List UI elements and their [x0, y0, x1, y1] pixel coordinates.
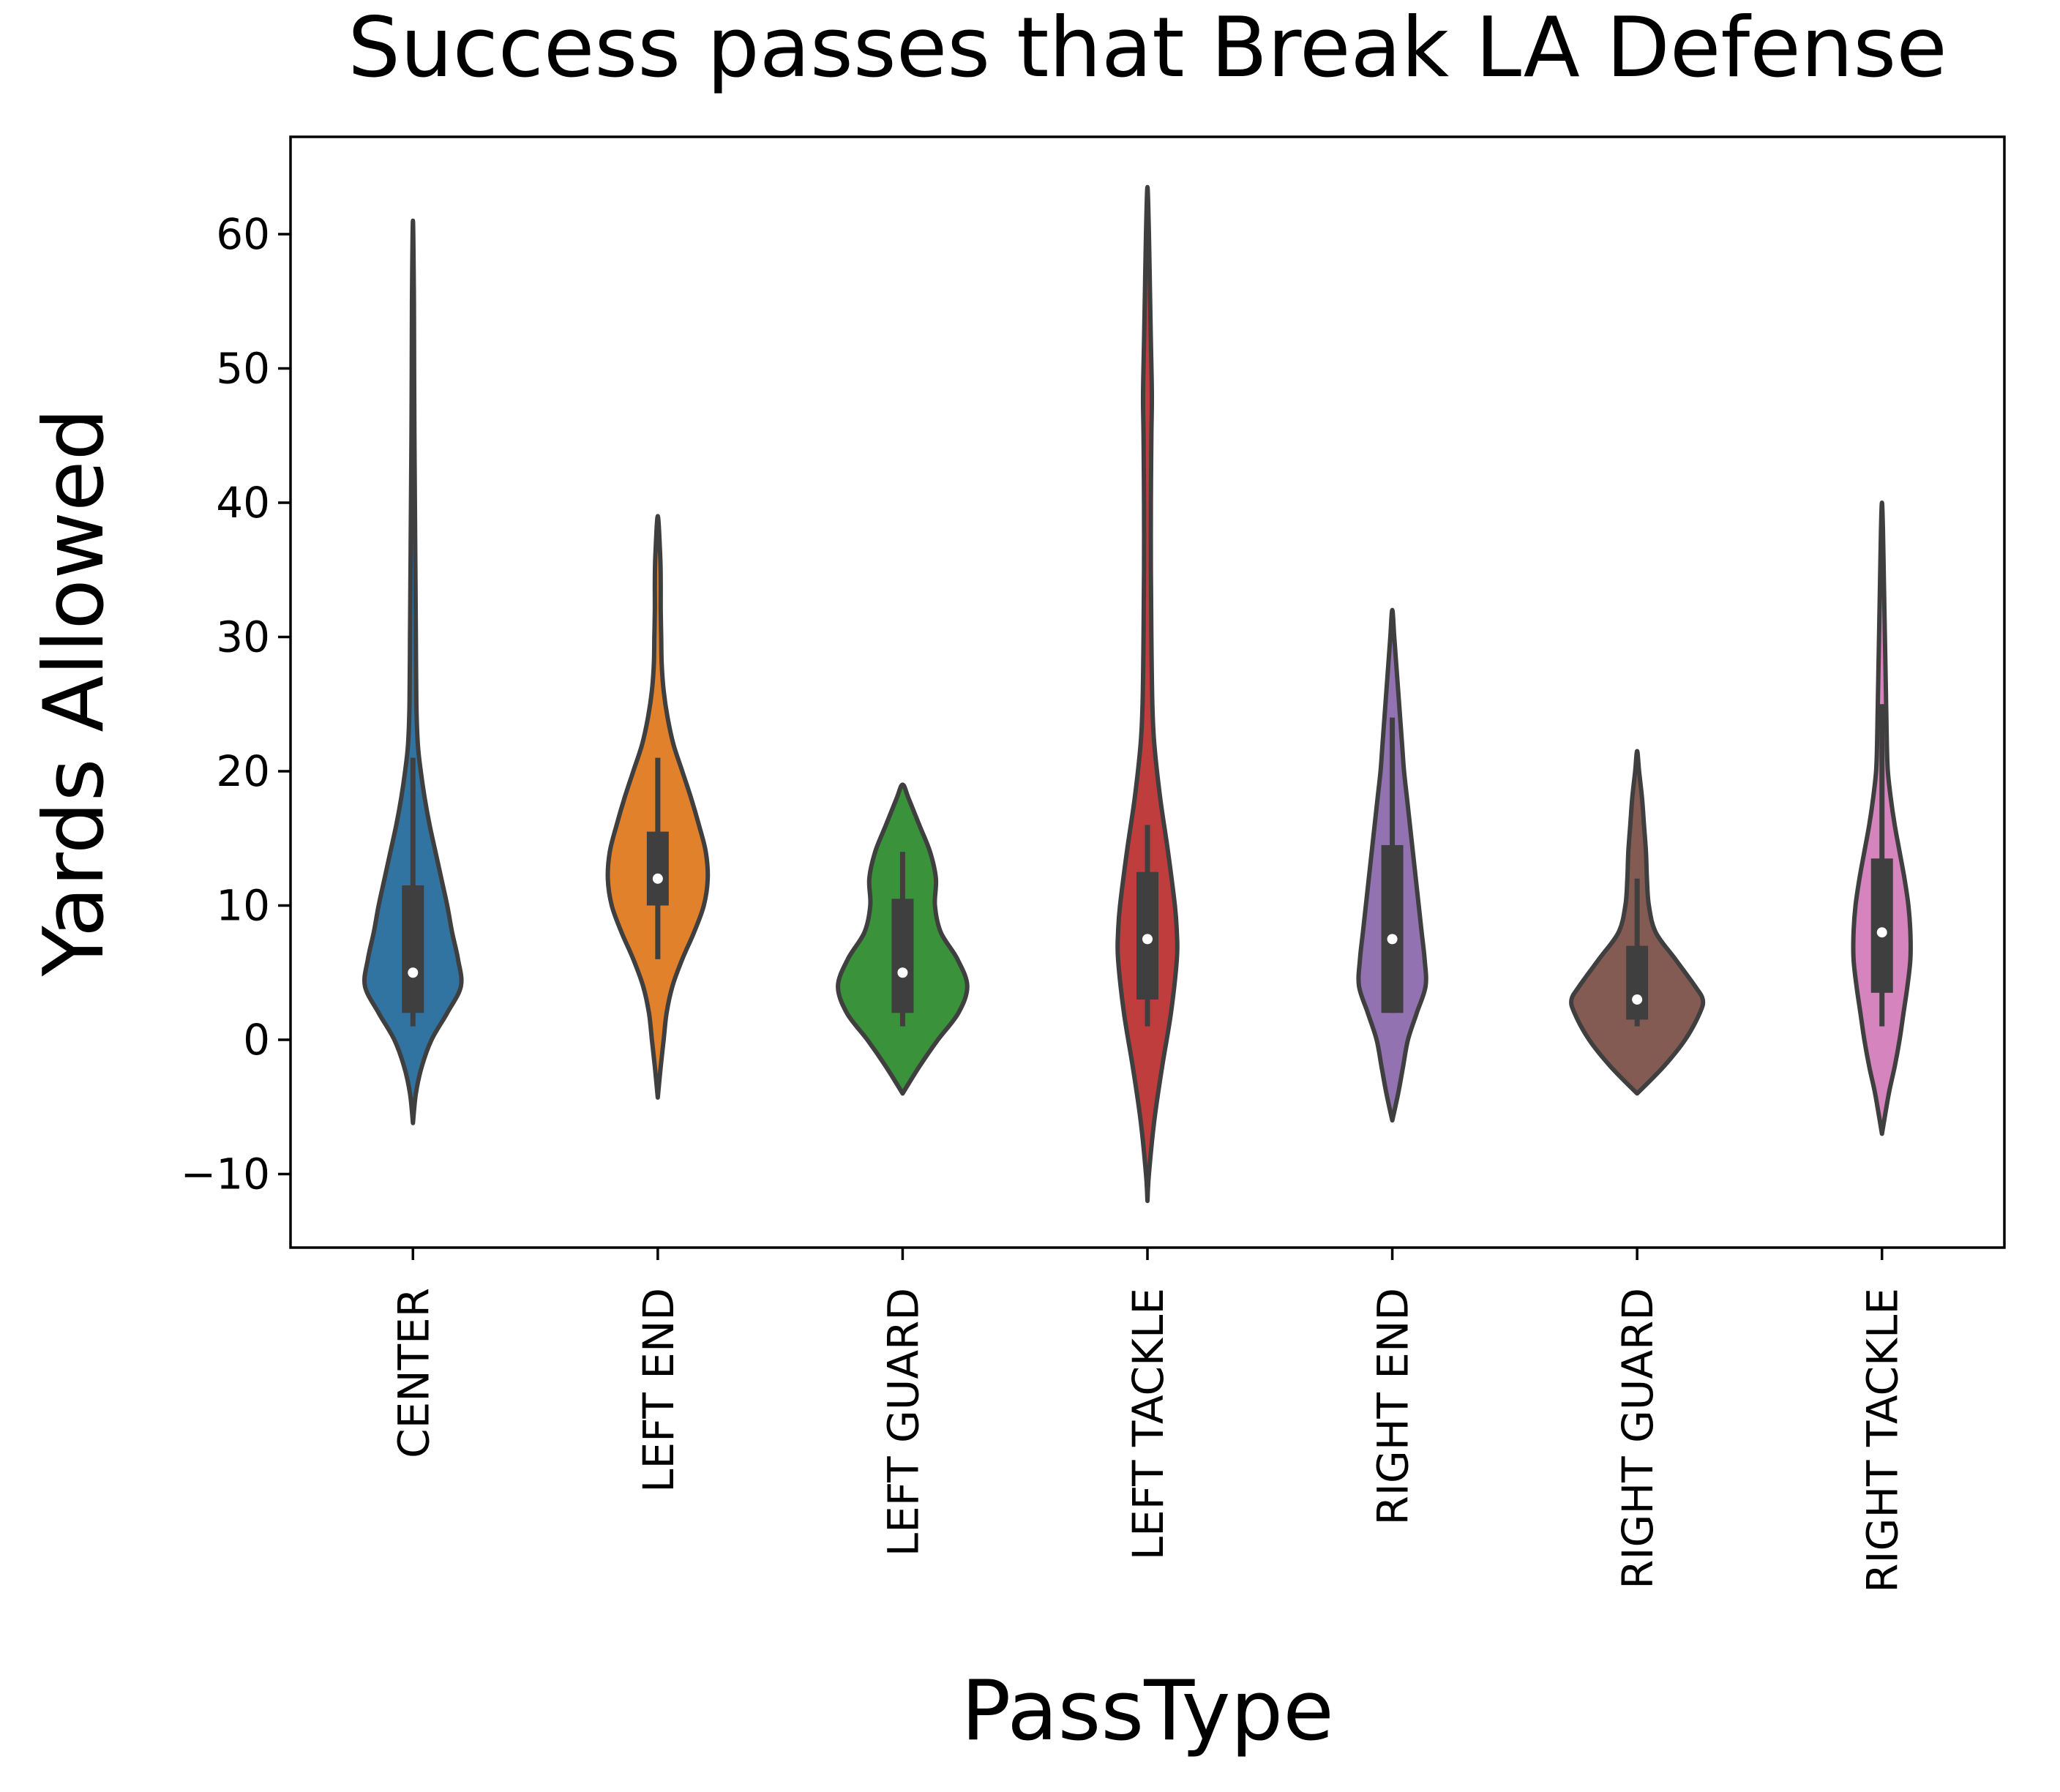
iqr-box-right-end — [1382, 845, 1404, 1013]
x-tick-label-left-guard: LEFT GUARD — [878, 1288, 928, 1556]
median-point-left-end — [653, 874, 663, 884]
y-tick-label: 0 — [243, 1015, 270, 1065]
x-tick-label-right-tackle: RIGHT TACKLE — [1858, 1288, 1908, 1593]
x-tick-label-left-tackle: LEFT TACKLE — [1123, 1288, 1173, 1560]
x-tick-label-left-end: LEFT END — [634, 1288, 683, 1493]
median-point-right-end — [1387, 934, 1398, 944]
median-point-left-guard — [897, 967, 907, 978]
iqr-box-left-end — [647, 832, 669, 906]
x-tick-label-right-end: RIGHT END — [1368, 1288, 1418, 1526]
y-tick-label: 40 — [216, 478, 270, 528]
iqr-box-right-tackle — [1871, 858, 1893, 993]
x-axis-title: PassType — [961, 1662, 1334, 1759]
iqr-box-center — [402, 885, 424, 1013]
x-tick-label-center: CENTER — [389, 1288, 438, 1458]
y-tick-label: 60 — [216, 209, 270, 259]
iqr-box-left-guard — [891, 899, 913, 1013]
y-tick-label: 20 — [216, 746, 270, 796]
median-point-left-tackle — [1142, 934, 1153, 944]
iqr-box-right-guard — [1626, 946, 1648, 1020]
x-tick-label-right-guard: RIGHT GUARD — [1613, 1288, 1663, 1589]
y-tick-label: 10 — [216, 881, 270, 931]
y-tick-label: 30 — [216, 612, 270, 662]
y-tick-label: 50 — [216, 344, 270, 394]
median-point-right-guard — [1632, 994, 1642, 1005]
y-axis-title: Yards Allowed — [26, 408, 122, 978]
chart-title: Success passes that Break LA Defense — [348, 0, 1947, 96]
y-tick-label: −10 — [181, 1150, 270, 1199]
median-point-right-tackle — [1877, 927, 1887, 937]
median-point-center — [408, 967, 418, 978]
